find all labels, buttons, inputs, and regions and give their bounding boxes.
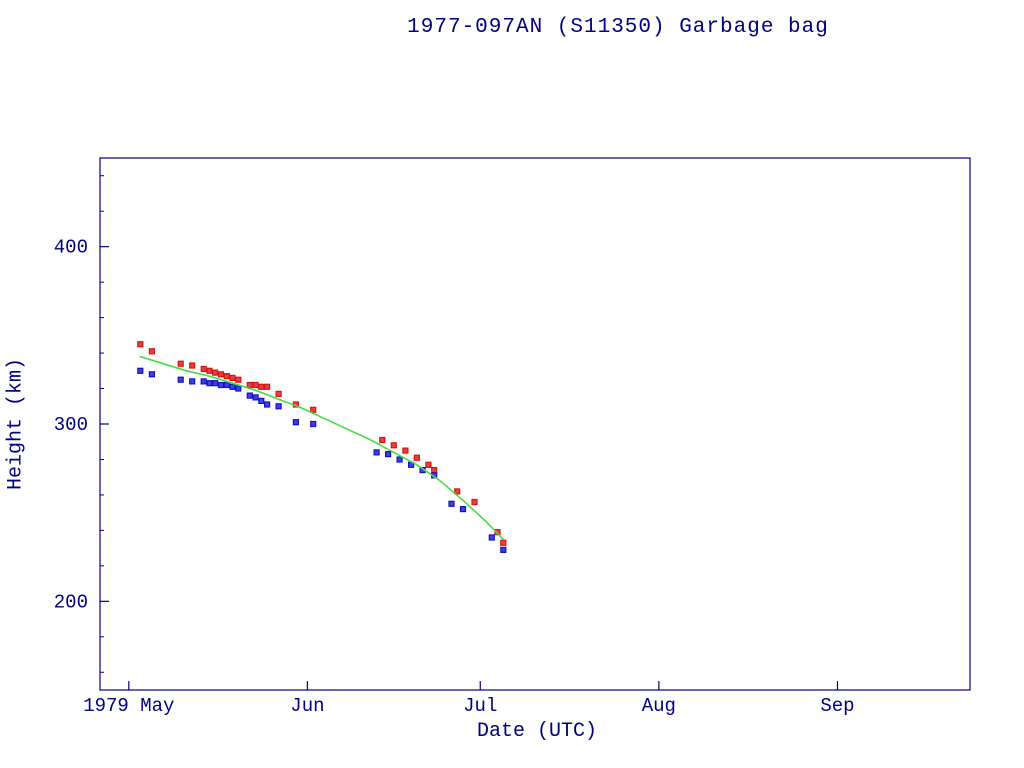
apogee_height-point bbox=[425, 461, 432, 468]
x-tick-label: 1979 May bbox=[83, 695, 174, 717]
perigee_height-point bbox=[212, 380, 219, 387]
apogee_height-point bbox=[258, 383, 265, 390]
perigee_height-point bbox=[252, 394, 259, 401]
apogee_height-point bbox=[500, 539, 507, 546]
apogee_height-point bbox=[229, 374, 236, 381]
x-tick-label: Aug bbox=[642, 695, 676, 717]
perigee_height-point bbox=[148, 371, 155, 378]
apogee_height-point bbox=[275, 390, 282, 397]
apogee_height-point bbox=[454, 488, 461, 495]
perigee_height-point bbox=[258, 397, 265, 404]
perigee_height-point bbox=[488, 534, 495, 541]
y-tick-label: 300 bbox=[54, 414, 88, 436]
perigee_height-series bbox=[137, 367, 507, 554]
apogee_height-point bbox=[471, 498, 478, 506]
apogee_height-point bbox=[413, 454, 420, 461]
perigee_height-point bbox=[217, 381, 225, 389]
perigee_height-point bbox=[223, 381, 230, 389]
perigee_height-point bbox=[235, 385, 242, 392]
x-tick-label: Jun bbox=[290, 695, 324, 717]
perigee_height-point bbox=[459, 506, 467, 513]
apogee_height-point bbox=[431, 467, 438, 474]
perigee_height-point bbox=[448, 500, 455, 507]
perigee_height-point bbox=[275, 403, 282, 410]
apogee_height-point bbox=[402, 447, 409, 454]
perigee_height-point bbox=[206, 380, 213, 387]
apogee_height-point bbox=[252, 381, 259, 389]
apogee_height-point bbox=[390, 442, 397, 449]
perigee_height-point bbox=[177, 376, 184, 383]
axis-ticks: 200 300 400 1979 May Jun Jul Aug Sep bbox=[54, 175, 855, 717]
perigee_height-point bbox=[229, 383, 236, 390]
y-tick-label: 400 bbox=[54, 237, 88, 259]
apogee_height-point bbox=[246, 381, 253, 389]
perigee_height-point bbox=[396, 456, 403, 463]
mean_height_fit-line bbox=[139, 355, 505, 541]
perigee_height-point bbox=[292, 419, 299, 426]
perigee_height-point bbox=[310, 420, 317, 428]
apogee_height-point bbox=[189, 362, 196, 369]
axis-frame bbox=[99, 157, 971, 691]
apogee_height-point bbox=[223, 373, 230, 380]
perigee_height-point bbox=[246, 392, 253, 399]
y-tick-label: 200 bbox=[54, 591, 88, 613]
perigee_height-point bbox=[200, 378, 207, 385]
perigee_height-point bbox=[137, 367, 144, 374]
perigee_height-point bbox=[264, 401, 271, 408]
apogee_height-point bbox=[264, 383, 271, 390]
apogee_height-point bbox=[177, 360, 184, 367]
apogee_height-point bbox=[137, 341, 144, 348]
perigee_height-point bbox=[189, 378, 196, 385]
apogee_height-point bbox=[200, 365, 207, 373]
x-axis-label: Date (UTC) bbox=[476, 720, 598, 743]
chart-title: 1977-097AN (S11350) Garbage bag bbox=[407, 16, 829, 39]
x-tick-label: Jul bbox=[463, 695, 497, 717]
apogee_height-point bbox=[212, 369, 219, 376]
perigee_height-point bbox=[385, 451, 392, 458]
apogee_height-point bbox=[379, 436, 386, 444]
x-tick-label: Sep bbox=[820, 695, 854, 717]
perigee_height-point bbox=[373, 449, 380, 456]
apogee_height-point bbox=[235, 376, 242, 383]
apogee_height-point bbox=[206, 367, 213, 374]
perigee_height-point bbox=[500, 546, 507, 554]
apogee_height-point bbox=[310, 406, 317, 413]
apogee_height-point bbox=[148, 348, 155, 355]
apogee_height-point bbox=[217, 371, 225, 378]
apogee_height-series bbox=[137, 341, 507, 546]
